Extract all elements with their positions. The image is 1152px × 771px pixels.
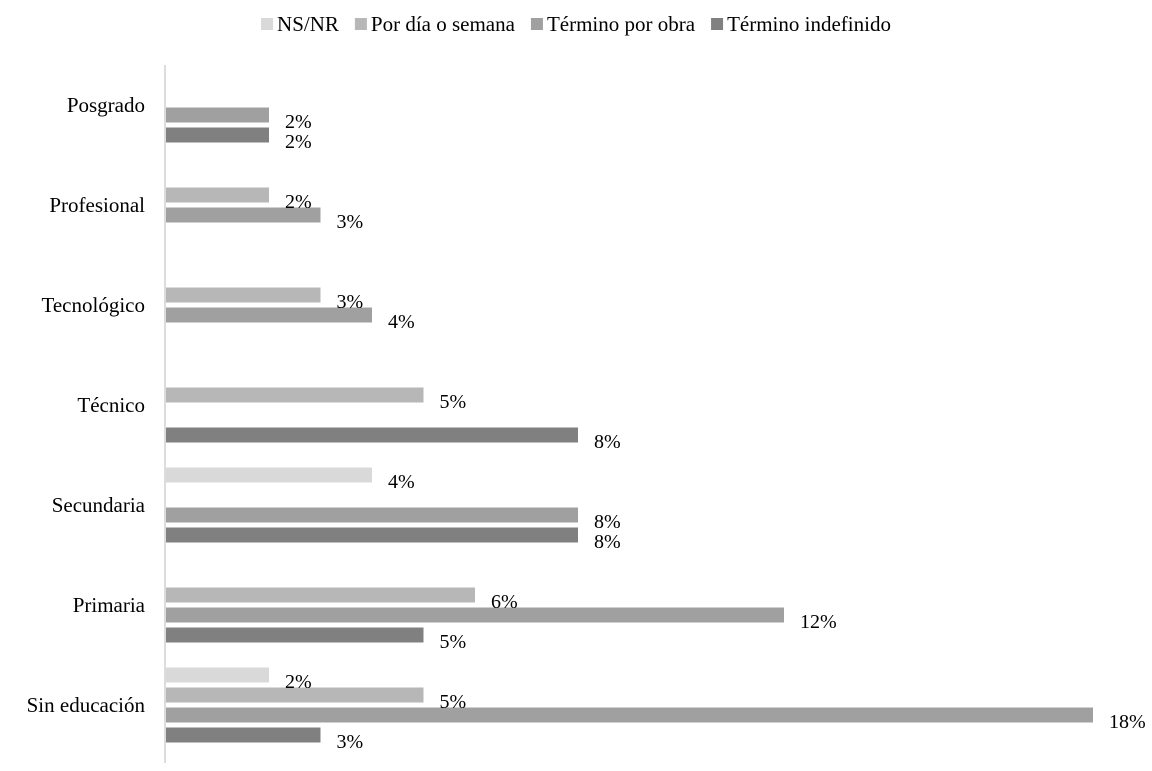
legend-swatch [261, 18, 274, 30]
data-labels: 2%2%2%3%3%4%5%8%4%8%8%6%12%5%2%5%18%3% [285, 111, 1146, 753]
bar-sin-educacion-ns-nr [166, 667, 269, 683]
data-label: 3% [337, 731, 364, 753]
bar-profesional-por-dia-o-semana [166, 187, 269, 203]
category-label-secundaria: Secundaria [52, 493, 146, 517]
bar-sin-educacion-termino-por-obra [166, 707, 1093, 723]
data-label: 2% [285, 131, 312, 153]
data-label: 5% [440, 631, 467, 653]
bar-secundaria-termino-indefinido [166, 527, 578, 543]
data-label: 18% [1109, 711, 1146, 733]
bar-sin-educacion-por-dia-o-semana [166, 687, 424, 703]
category-label-tecnico: Técnico [77, 393, 145, 417]
data-label: 3% [337, 211, 364, 233]
data-label: 4% [388, 471, 415, 493]
category-label-primaria: Primaria [73, 593, 146, 617]
data-label: 8% [594, 431, 621, 453]
legend-label: Término indefinido [727, 12, 891, 36]
legend-item-ns-nr: NS/NR [261, 12, 339, 36]
data-label: 4% [388, 311, 415, 333]
bar-primaria-por-dia-o-semana [166, 587, 475, 603]
bar-posgrado-termino-por-obra [166, 107, 269, 123]
data-label: 12% [800, 611, 837, 633]
bars [166, 107, 1093, 743]
data-label: 6% [491, 591, 518, 613]
bar-secundaria-ns-nr [166, 467, 372, 483]
category-label-sin-educacion: Sin educación [27, 693, 146, 717]
data-label: 5% [440, 691, 467, 713]
legend: NS/NR Por día o semana Término por obra Tér… [261, 12, 891, 36]
bar-tecnico-por-dia-o-semana [166, 387, 424, 403]
bar-tecnologico-por-dia-o-semana [166, 287, 321, 303]
data-label: 2% [285, 671, 312, 693]
bar-secundaria-termino-por-obra [166, 507, 578, 523]
bar-primaria-termino-por-obra [166, 607, 784, 623]
data-label: 8% [594, 531, 621, 553]
data-label: 2% [285, 111, 312, 133]
bar-profesional-termino-por-obra [166, 207, 321, 223]
legend-item-termino-por-obra: Término por obra [530, 12, 696, 36]
legend-label: NS/NR [277, 12, 339, 36]
bar-tecnologico-termino-por-obra [166, 307, 372, 323]
category-labels: Posgrado Profesional Tecnológico Técnico Sec… [27, 93, 146, 717]
legend-swatch [354, 18, 367, 30]
legend-label: Por día o semana [371, 12, 516, 36]
bar-primaria-termino-indefinido [166, 627, 424, 643]
legend-item-por-dia-o-semana: Por día o semana [354, 12, 516, 36]
bar-sin-educacion-termino-indefinido [166, 727, 321, 743]
legend-swatch [530, 18, 543, 30]
category-label-tecnologico: Tecnológico [42, 293, 146, 317]
data-label: 2% [285, 191, 312, 213]
legend-item-termino-indefinido: Término indefinido [711, 12, 891, 36]
legend-swatch [711, 18, 724, 30]
category-label-posgrado: Posgrado [67, 93, 145, 117]
data-label: 5% [440, 391, 467, 413]
data-label: 3% [337, 291, 364, 313]
legend-label: Término por obra [547, 12, 696, 36]
bar-posgrado-termino-indefinido [166, 127, 269, 143]
data-label: 8% [594, 511, 621, 533]
category-label-profesional: Profesional [49, 193, 145, 217]
bar-tecnico-termino-indefinido [166, 427, 578, 443]
